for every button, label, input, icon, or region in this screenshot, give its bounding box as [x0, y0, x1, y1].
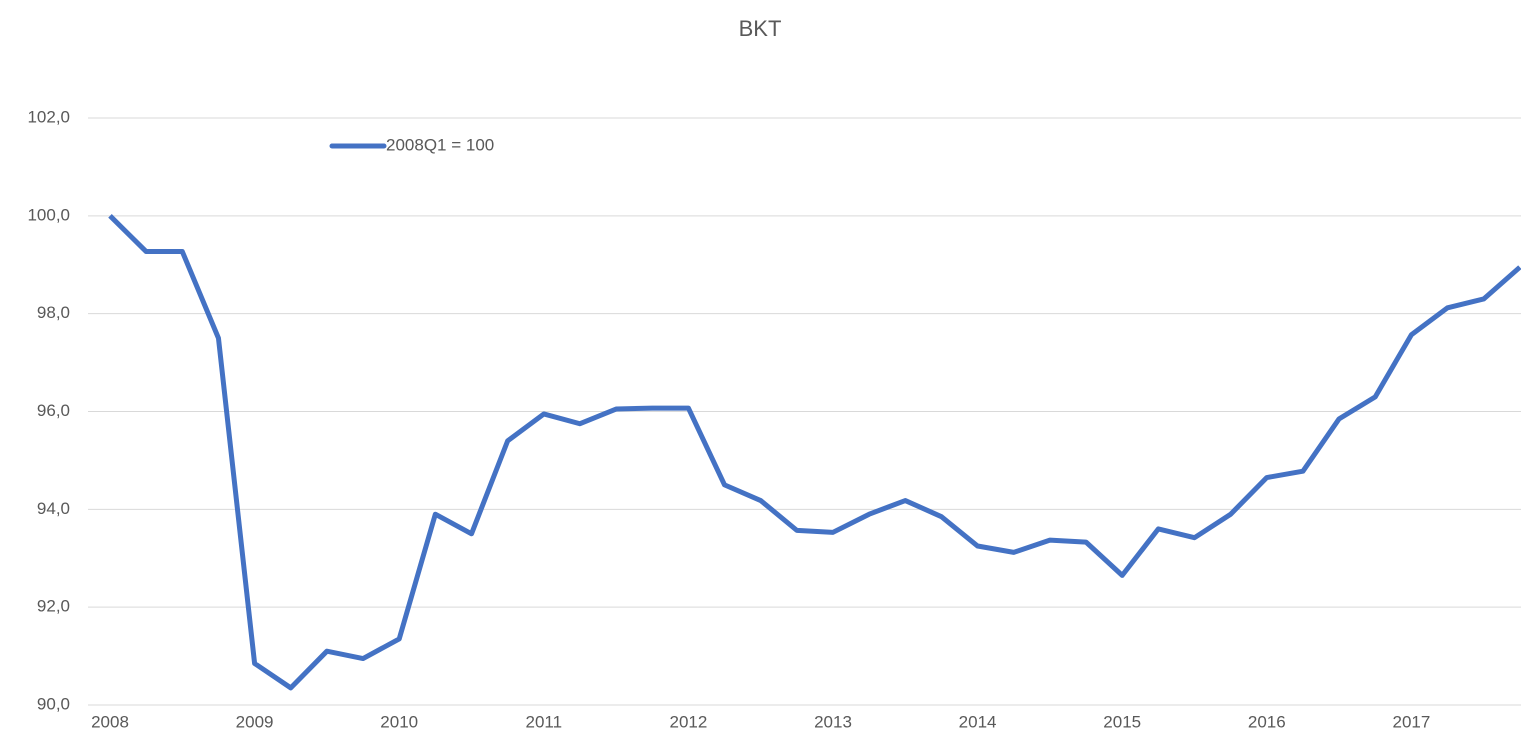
- y-tick-label: 90,0: [37, 694, 70, 713]
- chart-title: BKT: [739, 16, 782, 41]
- x-tick-label: 2009: [236, 712, 274, 731]
- y-tick-label: 100,0: [27, 205, 70, 224]
- x-tick-label: 2012: [669, 712, 707, 731]
- y-tick-label: 94,0: [37, 499, 70, 518]
- legend-label: 2008Q1 = 100: [386, 135, 494, 154]
- x-tick-label: 2011: [526, 712, 563, 731]
- x-tick-label: 2017: [1392, 712, 1430, 731]
- line-series: [108, 214, 1521, 691]
- x-tick-label: 2016: [1248, 712, 1286, 731]
- x-tick-label: 2008: [91, 712, 129, 731]
- y-tick-label: 98,0: [37, 303, 70, 322]
- x-tick-label: 2010: [380, 712, 418, 731]
- x-tick-label: 2013: [814, 712, 852, 731]
- y-tick-label: 102,0: [27, 107, 70, 126]
- y-tick-label: 92,0: [37, 597, 70, 616]
- x-tick-label: 2014: [959, 712, 997, 731]
- y-tick-label: 96,0: [37, 401, 70, 420]
- x-tick-label: 2015: [1103, 712, 1141, 731]
